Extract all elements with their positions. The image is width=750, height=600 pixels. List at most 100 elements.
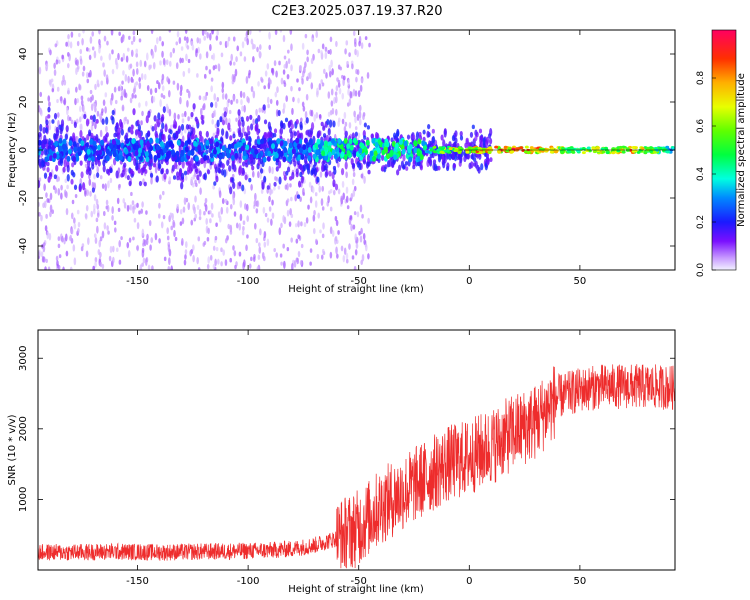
spectrogram-cell xyxy=(126,242,130,249)
spectrogram-cell xyxy=(343,137,348,144)
spectrogram-cell xyxy=(105,168,110,175)
spectrogram-cell xyxy=(246,95,249,103)
spectrogram-cell xyxy=(230,99,233,105)
spectrogram-cell xyxy=(478,151,483,155)
spectrogram-cell xyxy=(131,200,135,206)
spectrogram-cell xyxy=(648,146,653,150)
spectrogram-cell xyxy=(241,230,245,236)
spectrogram-cell xyxy=(198,37,202,45)
spectrogram-cell xyxy=(212,52,216,61)
spectrogram-cell xyxy=(105,132,109,138)
spectrogram-cell xyxy=(337,79,341,84)
spectrogram-cell xyxy=(179,96,182,105)
spectrogram-cell xyxy=(161,133,165,141)
spectrogram-cell xyxy=(444,149,449,153)
spectrogram-cell xyxy=(344,48,347,55)
spectrogram-cell xyxy=(131,93,135,99)
spectrogram-cell xyxy=(304,33,308,39)
spectrogram-cell xyxy=(160,168,164,175)
x-tick-label: 50 xyxy=(574,576,587,587)
spectrogram-cell xyxy=(121,34,125,43)
spectrogram-cell xyxy=(73,184,78,191)
spectrogram-cell xyxy=(99,261,103,268)
spectrogram-cell xyxy=(215,222,218,227)
spectrogram-cell xyxy=(76,65,80,70)
spectrogram-cell xyxy=(94,237,98,245)
spectrogram-cell xyxy=(279,140,284,147)
spectrogram-cell xyxy=(154,165,158,174)
spectrogram-cell xyxy=(203,102,206,111)
spectrogram-cell xyxy=(186,45,190,50)
spectrogram-cell xyxy=(172,80,176,85)
spectrogram-cell xyxy=(318,83,322,91)
spectrogram-cell xyxy=(138,102,141,108)
spectrogram-cell xyxy=(403,140,408,147)
spectrogram-cell xyxy=(343,111,347,120)
spectrogram-cell xyxy=(327,91,331,99)
spectrogram-cell xyxy=(96,166,100,174)
spectrogram-cell xyxy=(385,153,390,160)
spectrogram-cell xyxy=(226,152,231,159)
x-tick-label: 50 xyxy=(574,276,587,287)
spectrogram-cell xyxy=(207,227,210,235)
spectrogram-cell xyxy=(340,195,343,204)
spectrogram-cell xyxy=(358,231,361,236)
spectrogram-cell xyxy=(65,208,69,216)
spectrogram-cell xyxy=(135,61,139,68)
spectrogram-cell xyxy=(103,35,107,42)
spectrogram-cell xyxy=(49,49,52,56)
spectrogram-cell xyxy=(154,44,157,53)
spectrogram-cell xyxy=(127,249,131,258)
spectrogram-cell xyxy=(452,163,457,169)
spectrogram-cell xyxy=(150,30,154,35)
snr-x-ticks: -150 -100 -50 0 50 xyxy=(126,330,586,587)
spectrogram-cell xyxy=(437,154,442,163)
spectrogram-cell xyxy=(413,153,417,160)
spectrogram-cell xyxy=(276,138,281,145)
spectrogram-cell xyxy=(432,159,437,165)
spectrogram-cell xyxy=(218,190,222,199)
spectrogram-cell xyxy=(45,63,49,68)
spectrogram-cell xyxy=(91,161,95,167)
spectrogram-cell xyxy=(190,176,193,185)
spectrogram-cell xyxy=(631,145,636,149)
spectrogram-cell xyxy=(53,112,58,120)
spectrogram-cell xyxy=(322,133,327,138)
spectrogram-cell xyxy=(243,104,246,113)
spectrogram-cell xyxy=(108,142,113,149)
spectrogram-cell xyxy=(44,156,49,163)
spectrogram-cell xyxy=(79,129,83,138)
spectrogram-cell xyxy=(232,61,236,66)
spectrogram-cell xyxy=(372,155,377,162)
spectrogram-cell xyxy=(84,213,88,220)
spectrogram-cell xyxy=(446,162,450,170)
spectrogram-cell xyxy=(217,258,220,265)
spectrogram-cell xyxy=(190,219,194,226)
spectrogram-cell xyxy=(185,53,188,62)
spectrogram-cell xyxy=(360,42,364,50)
spectrogram-cell xyxy=(398,164,402,171)
spectrogram-cell xyxy=(246,125,250,133)
spectrogram-cell xyxy=(519,146,524,150)
spectrogram-cell xyxy=(205,51,209,59)
spectrogram-cell xyxy=(192,244,195,251)
spectrogram-cell xyxy=(198,170,202,177)
spectrogram-cell xyxy=(271,199,274,206)
spectrogram-cell xyxy=(366,161,370,167)
spectrogram-cell xyxy=(204,94,208,101)
spectrogram-cell xyxy=(131,138,136,145)
spectrogram-cell xyxy=(327,151,332,158)
spectrogram-cell xyxy=(177,113,180,120)
spectrogram-cell xyxy=(191,133,195,140)
y-tick-label: -20 xyxy=(18,190,29,206)
spectrogram-cell xyxy=(94,257,98,263)
spectrogram-cell xyxy=(359,118,362,126)
spectrogram-cell xyxy=(262,104,266,111)
spectrogram-cell xyxy=(88,129,92,137)
spectrogram-cell xyxy=(211,213,214,218)
spectrogram-cell xyxy=(248,263,252,269)
spectrogram-cell xyxy=(324,154,329,161)
spectrogram-cell xyxy=(55,255,59,262)
spectrogram-cell xyxy=(212,148,217,155)
spectrogram-cell xyxy=(311,186,315,194)
